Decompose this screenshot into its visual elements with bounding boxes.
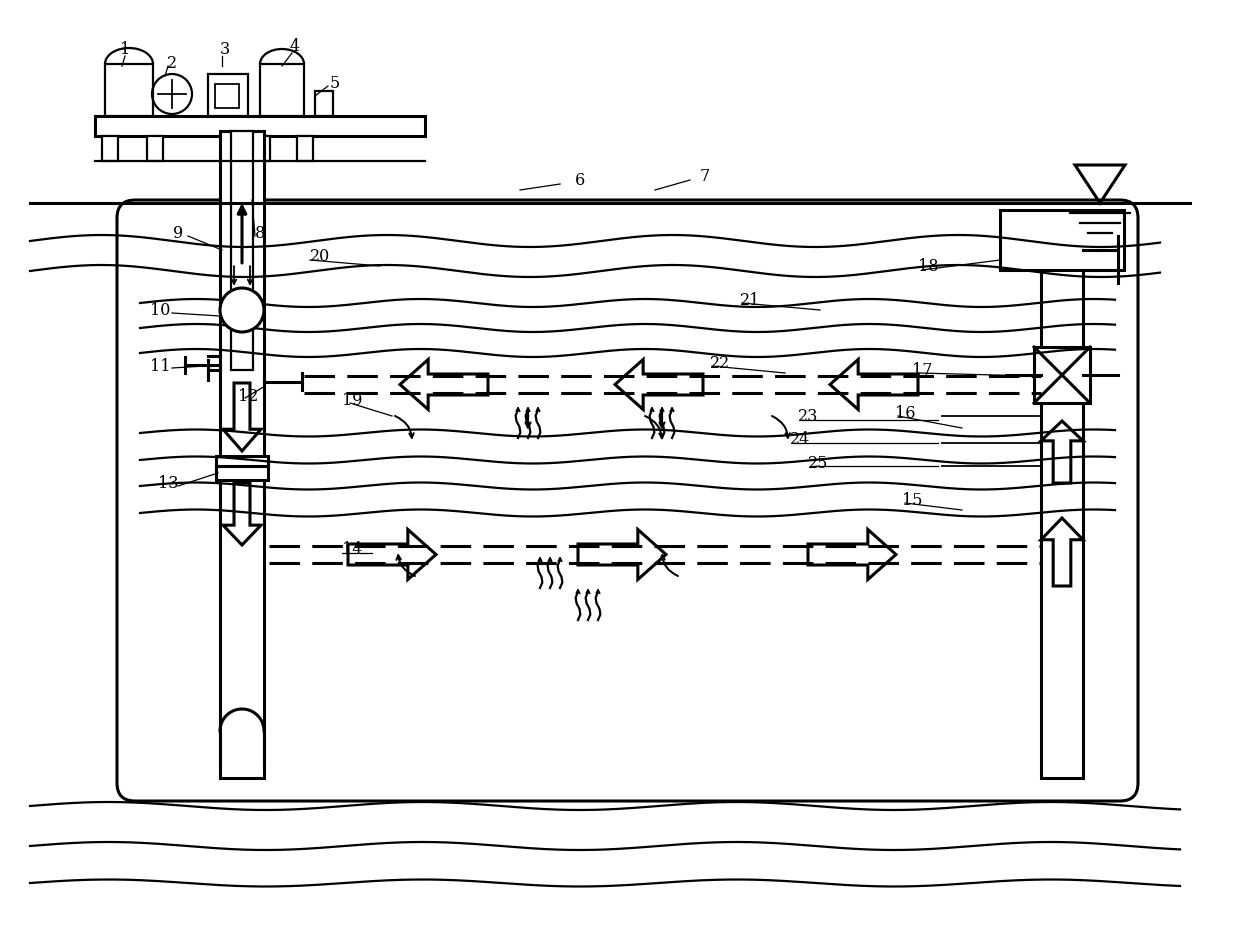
Polygon shape	[808, 529, 896, 580]
Polygon shape	[223, 483, 261, 545]
Text: 4: 4	[290, 38, 300, 54]
Bar	[315, 91, 333, 116]
Text: 25: 25	[808, 455, 828, 472]
Text: 23: 23	[798, 407, 818, 425]
Text: 16: 16	[895, 404, 916, 421]
Text: 1: 1	[120, 41, 130, 58]
Bar	[216, 466, 268, 480]
Text: 15: 15	[902, 492, 922, 508]
Text: 5: 5	[330, 74, 341, 92]
Bar	[260, 64, 304, 116]
Polygon shape	[400, 359, 488, 410]
Polygon shape	[579, 529, 667, 580]
Text: 22: 22	[710, 355, 730, 371]
Text: 7: 7	[700, 168, 710, 185]
Text: 6: 6	[575, 172, 585, 189]
Polygon shape	[348, 529, 436, 580]
Polygon shape	[223, 383, 261, 451]
Text: 11: 11	[150, 357, 170, 374]
Text: 19: 19	[342, 391, 362, 409]
Circle shape	[221, 288, 264, 332]
Bar	[1035, 347, 1090, 403]
Bar	[1000, 210, 1124, 270]
Bar	[95, 116, 425, 136]
Bar	[216, 456, 268, 466]
Text: 3: 3	[219, 41, 230, 58]
Text: 10: 10	[150, 301, 170, 319]
Polygon shape	[615, 359, 703, 410]
Bar	[1041, 218, 1083, 778]
Bar	[254, 136, 270, 161]
Text: 13: 13	[157, 475, 178, 492]
Text: 14: 14	[342, 541, 362, 558]
Text: 20: 20	[310, 248, 330, 265]
Bar	[105, 64, 152, 116]
Bar	[221, 131, 264, 778]
Text: 2: 2	[167, 54, 177, 71]
Polygon shape	[1041, 421, 1083, 483]
Text: 24: 24	[790, 431, 810, 448]
Bar	[147, 136, 164, 161]
Text: 9: 9	[173, 224, 183, 241]
Polygon shape	[830, 359, 918, 410]
Text: 17: 17	[912, 361, 932, 379]
Text: 8: 8	[255, 224, 265, 241]
Bar	[230, 131, 253, 370]
Text: 21: 21	[740, 292, 761, 309]
Polygon shape	[1041, 518, 1083, 586]
Text: 18: 18	[918, 258, 938, 275]
Bar	[216, 84, 239, 108]
Text: 12: 12	[238, 387, 258, 404]
Bar	[102, 136, 118, 161]
Bar	[208, 74, 248, 116]
Bar	[297, 136, 313, 161]
